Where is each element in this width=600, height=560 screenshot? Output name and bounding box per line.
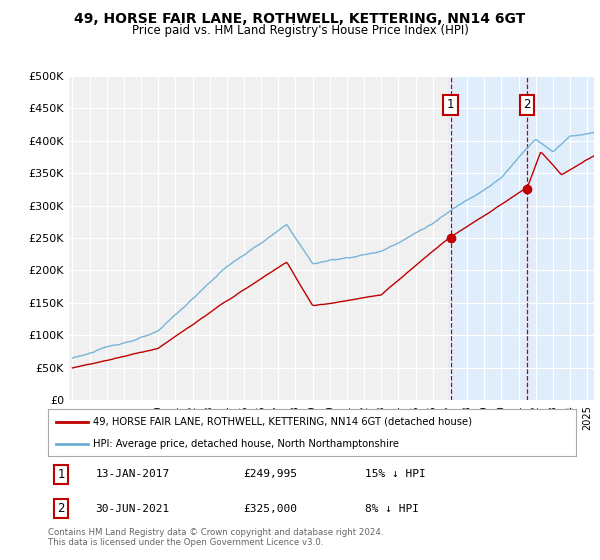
- Text: £325,000: £325,000: [244, 504, 298, 514]
- Text: 49, HORSE FAIR LANE, ROTHWELL, KETTERING, NN14 6GT (detached house): 49, HORSE FAIR LANE, ROTHWELL, KETTERING…: [93, 417, 472, 427]
- Text: £249,995: £249,995: [244, 469, 298, 479]
- Text: 49, HORSE FAIR LANE, ROTHWELL, KETTERING, NN14 6GT: 49, HORSE FAIR LANE, ROTHWELL, KETTERING…: [74, 12, 526, 26]
- Bar: [448, 76, 598, 400]
- Text: 30-JUN-2021: 30-JUN-2021: [95, 504, 170, 514]
- Text: 2: 2: [58, 502, 65, 515]
- Text: 2: 2: [523, 99, 531, 111]
- Text: 15% ↓ HPI: 15% ↓ HPI: [365, 469, 425, 479]
- Text: Contains HM Land Registry data © Crown copyright and database right 2024.
This d: Contains HM Land Registry data © Crown c…: [48, 528, 383, 548]
- Text: HPI: Average price, detached house, North Northamptonshire: HPI: Average price, detached house, Nort…: [93, 438, 399, 449]
- Text: 8% ↓ HPI: 8% ↓ HPI: [365, 504, 419, 514]
- Text: 1: 1: [58, 468, 65, 481]
- Text: Price paid vs. HM Land Registry's House Price Index (HPI): Price paid vs. HM Land Registry's House …: [131, 24, 469, 36]
- Text: 13-JAN-2017: 13-JAN-2017: [95, 469, 170, 479]
- Text: 1: 1: [447, 99, 454, 111]
